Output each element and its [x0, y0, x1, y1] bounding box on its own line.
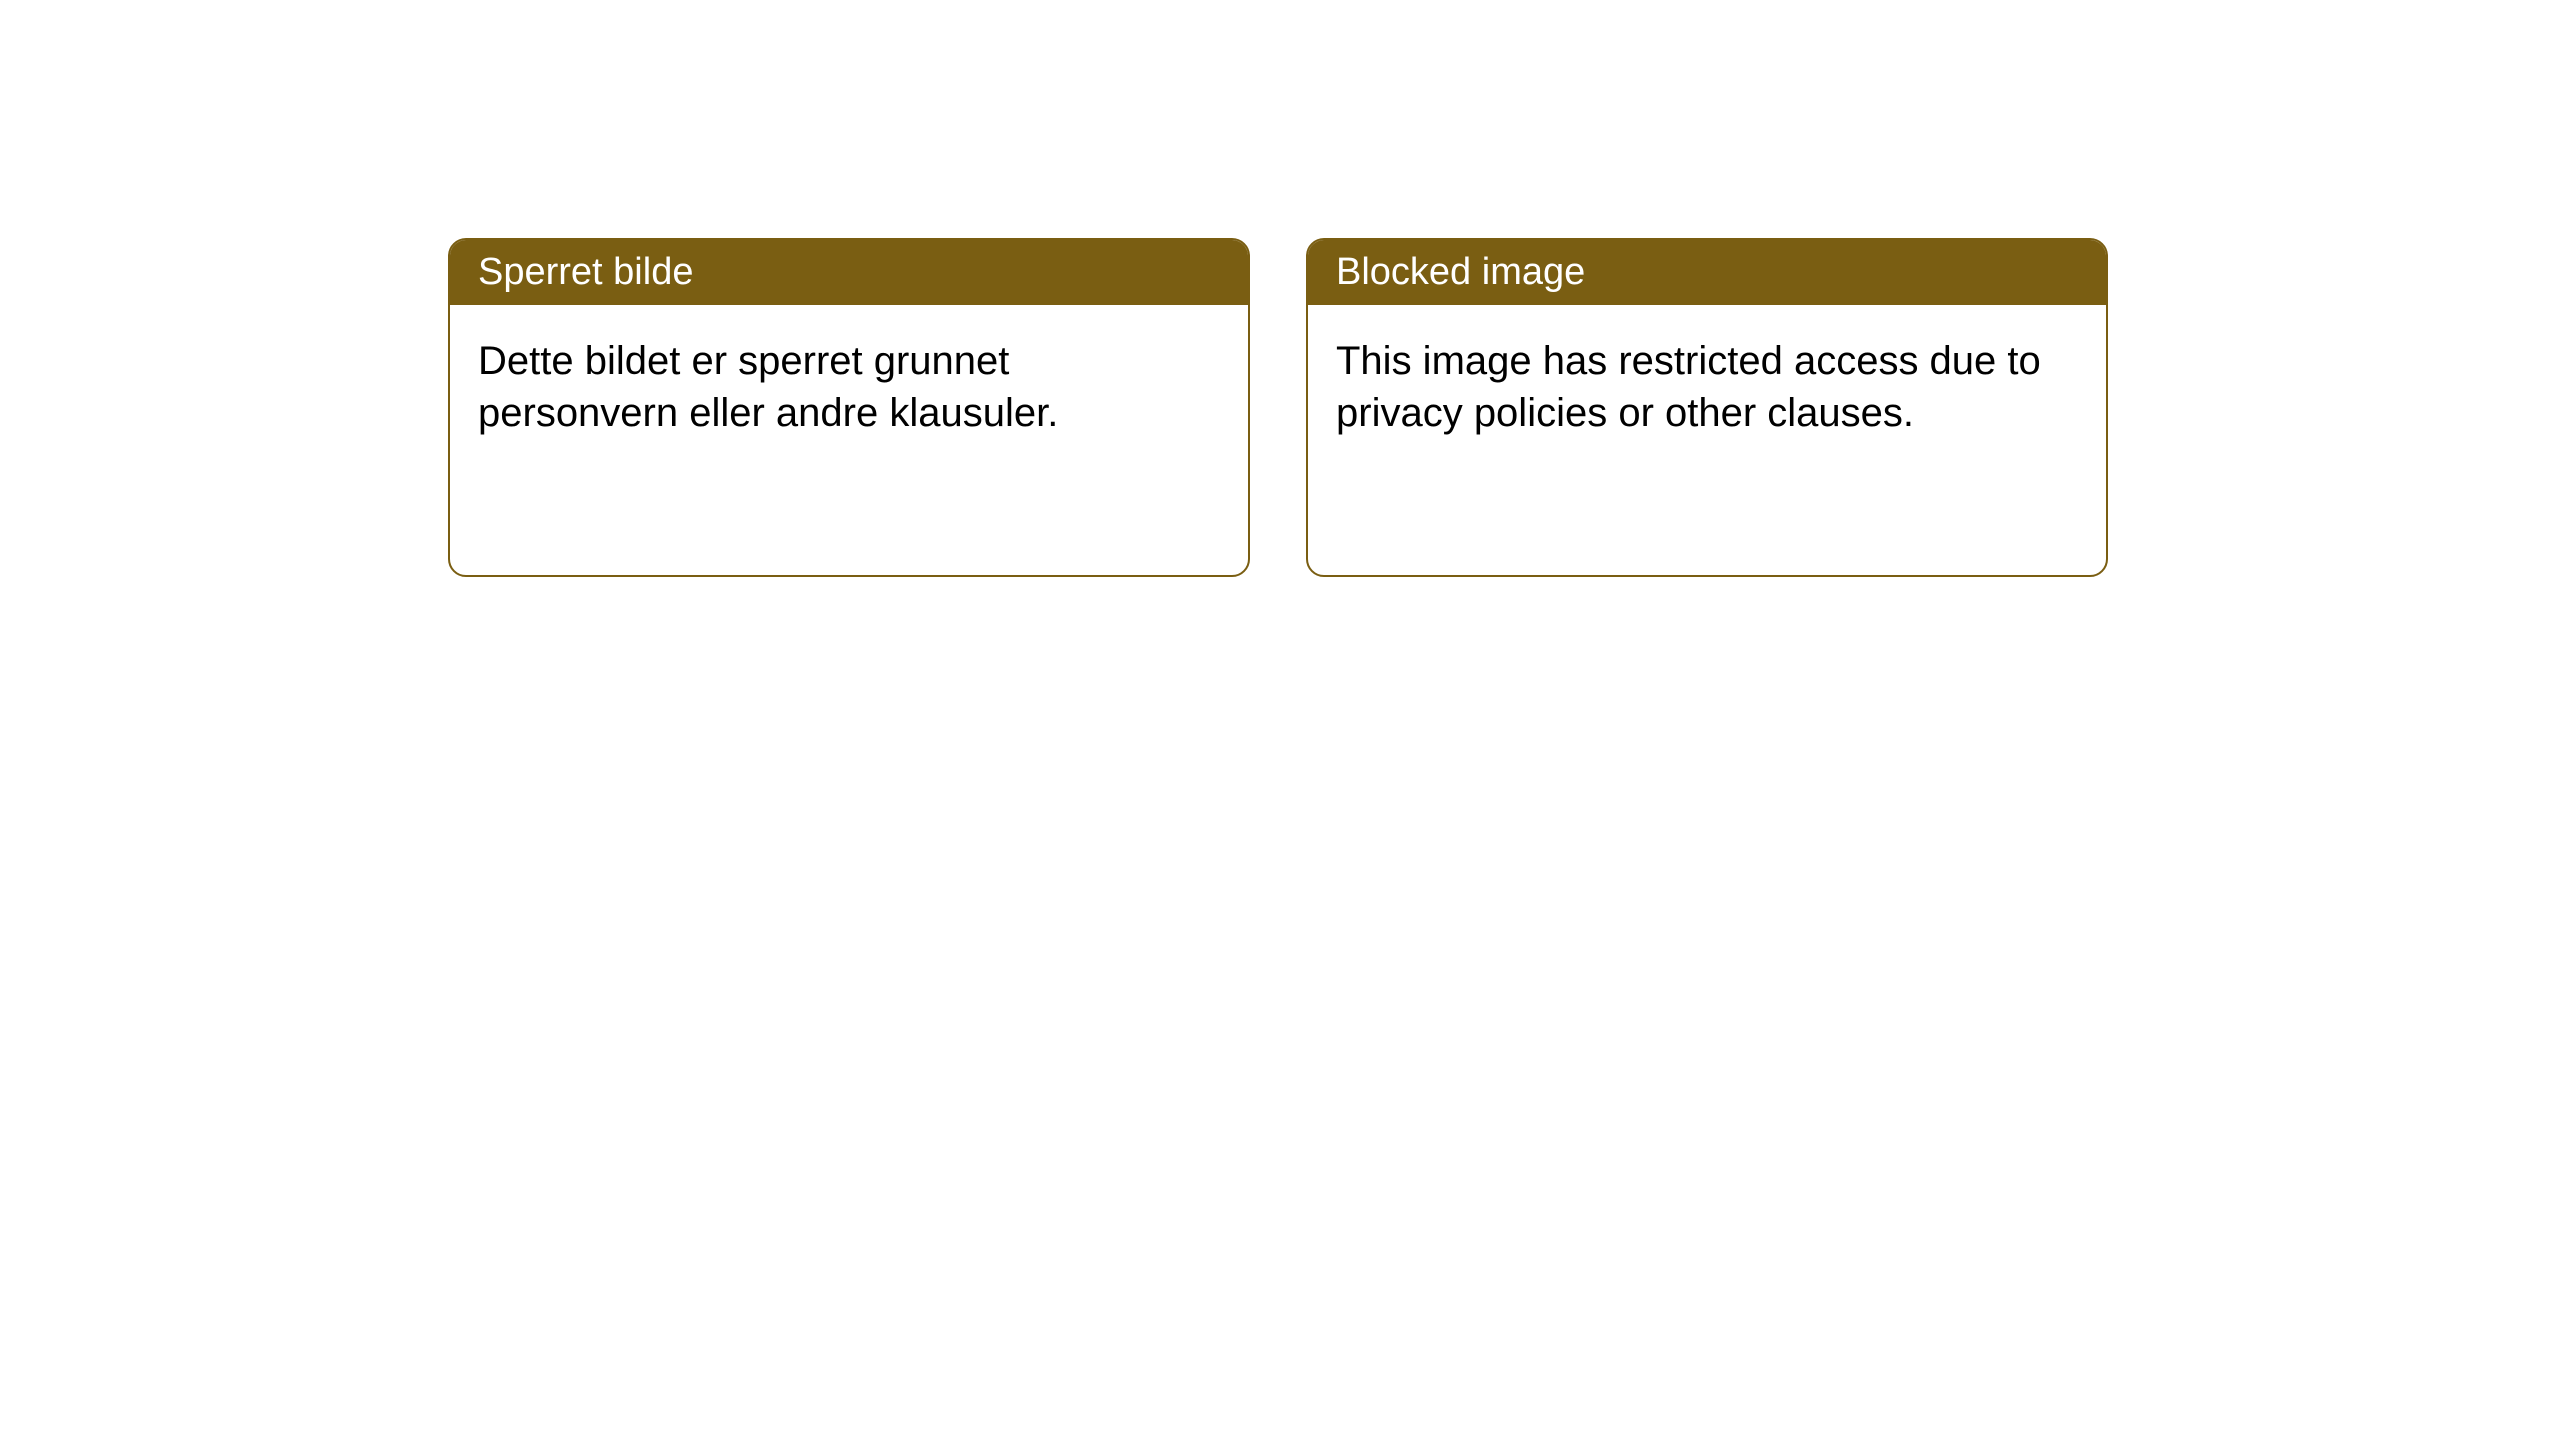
notice-card-norwegian: Sperret bilde Dette bildet er sperret gr… [448, 238, 1250, 577]
notice-card-english: Blocked image This image has restricted … [1306, 238, 2108, 577]
notice-card-header: Sperret bilde [450, 240, 1248, 305]
notice-card-body: Dette bildet er sperret grunnet personve… [450, 305, 1248, 575]
notice-card-header: Blocked image [1308, 240, 2106, 305]
notice-cards-container: Sperret bilde Dette bildet er sperret gr… [448, 238, 2108, 577]
notice-card-body: This image has restricted access due to … [1308, 305, 2106, 575]
